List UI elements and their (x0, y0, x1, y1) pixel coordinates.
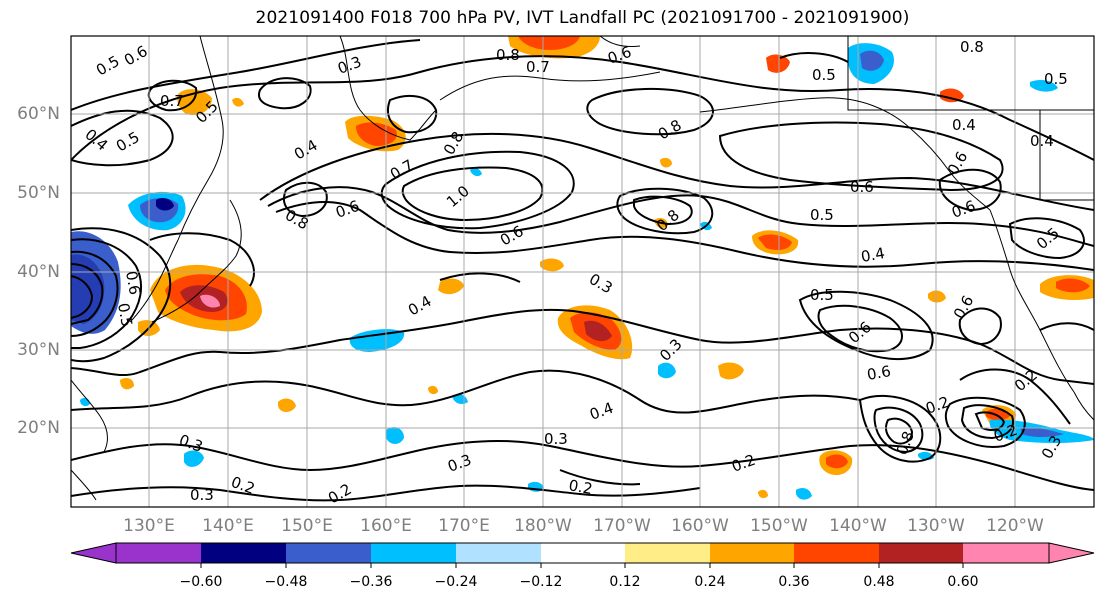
contour-label: 0.6 (497, 222, 527, 250)
contour-label: 0.2 (729, 451, 758, 476)
lon-label: 160°E (360, 516, 412, 536)
contour-label: 0.6 (122, 270, 144, 297)
colorbar-tick-label: −0.24 (434, 574, 478, 590)
colorbar-extend-high (1048, 542, 1095, 564)
colorbar-bin (879, 543, 963, 563)
contour-label: 0.6 (866, 362, 893, 384)
lon-label: 130°E (123, 516, 175, 536)
colorbar-bin (794, 543, 879, 563)
contour-label: 0.6 (949, 197, 978, 222)
colorbar-tick-label: −0.60 (179, 574, 223, 590)
lon-label: 130°W (907, 516, 965, 536)
contour-label: 0.5 (114, 302, 136, 329)
lat-label: 30°N (17, 340, 60, 360)
contour-label: 0.4 (860, 244, 887, 266)
colorbar-tick-label: 0.48 (863, 574, 895, 590)
contour-label: 0.8 (893, 429, 918, 458)
colorbar-tick-label: 0.60 (947, 574, 979, 590)
colorbar (70, 542, 1095, 568)
contour-label: 0.2 (923, 393, 952, 418)
colorbar-extend-low (70, 542, 117, 564)
lon-label: 150°E (281, 516, 333, 536)
contour-label: 0.3 (177, 431, 206, 456)
contour-label: 0.5 (1033, 224, 1063, 253)
lon-label: 120°W (986, 516, 1044, 536)
contour-label: 0.3 (544, 430, 568, 448)
contour-label: 0.4 (291, 136, 321, 164)
lon-label: 150°W (750, 516, 808, 536)
contour-label: 0.4 (952, 116, 976, 134)
contour-label: 0.7 (526, 58, 550, 76)
contour-label: 0.6 (850, 178, 874, 196)
contour-label: 0.7 (160, 92, 184, 110)
contour-label: 0.6 (333, 197, 362, 222)
coastlines (71, 36, 1094, 501)
contour-label: 0.4 (1030, 132, 1054, 150)
colorbar-tick-label: 0.12 (609, 574, 641, 590)
contour-label: 0.3 (445, 451, 474, 476)
contour-label: 0.5 (812, 66, 836, 84)
lon-label: 140°E (202, 516, 254, 536)
contour-label: 0.8 (440, 128, 468, 158)
colorbar-bin (371, 543, 456, 563)
contour-lines (71, 39, 1094, 502)
contour-label: 0.3 (190, 486, 214, 504)
contour-label: 0.5 (113, 128, 143, 156)
colorbar-bin (710, 543, 794, 563)
colorbar-bin (456, 543, 541, 563)
colorbar-tick-label: −0.12 (519, 574, 563, 590)
contour-label: 0.5 (1044, 70, 1068, 88)
contour-label: 0.6 (121, 42, 151, 70)
contour-label: 0.3 (335, 53, 364, 78)
colorbar-bin (625, 543, 710, 563)
contour-label: 0.6 (845, 318, 875, 347)
contour-label: 0.5 (810, 286, 834, 304)
colorbar-bin (116, 543, 201, 563)
contour-label: 0.2 (325, 480, 355, 508)
lon-label: 170°E (438, 516, 490, 536)
contour-label: 0.8 (496, 46, 520, 64)
lon-label: 140°W (829, 516, 887, 536)
lat-label: 40°N (17, 262, 60, 282)
contour-label: 0.3 (656, 335, 686, 365)
lat-label: 60°N (17, 104, 60, 124)
lon-label: 170°W (593, 516, 651, 536)
colorbar-bin (286, 543, 371, 563)
contour-label: 0.3 (586, 270, 616, 298)
contour-label: 0.6 (944, 148, 972, 178)
colorbar-tick-label: 0.24 (694, 574, 726, 590)
contour-label: 0.8 (655, 116, 685, 144)
contour-label: 0.5 (93, 52, 123, 80)
map-frame (70, 35, 1095, 508)
contour-label: 0.4 (405, 292, 435, 320)
colorbar-tick-label: −0.48 (264, 574, 308, 590)
lon-label: 180°W (514, 516, 572, 536)
contour-label: 1.0 (443, 182, 473, 211)
contour-label: 0.6 (950, 292, 978, 322)
lon-label: 160°W (671, 516, 729, 536)
lat-label: 50°N (17, 183, 60, 203)
colorbar-bin (201, 543, 286, 563)
contour-label: 0.4 (587, 399, 616, 424)
colorbar-tick-label: −0.36 (349, 574, 393, 590)
lat-label: 20°N (17, 418, 60, 438)
contour-label: 0.5 (810, 206, 834, 224)
shading-layer (71, 36, 1094, 500)
contour-label: 0.8 (960, 38, 984, 56)
graticule (71, 36, 1094, 507)
map-title: 2021091400 F018 700 hPa PV, IVT Landfall… (255, 8, 910, 28)
colorbar-bin (541, 543, 625, 563)
colorbar-tick-label: 0.36 (778, 574, 810, 590)
colorbar-bin (963, 543, 1049, 563)
contour-label: 0.2 (567, 476, 594, 498)
